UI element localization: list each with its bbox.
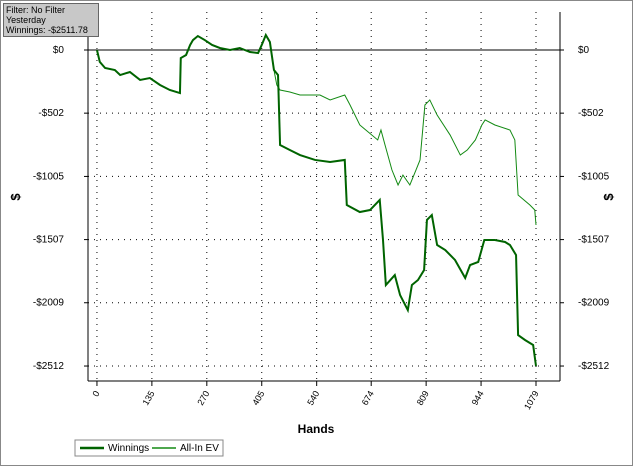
x-axis-title: Hands — [298, 422, 335, 436]
filter: Filter: No Filter — [6, 5, 66, 15]
y-tick-label: -$2009 — [33, 298, 65, 309]
y-tick-label: $0 — [53, 45, 65, 56]
y-tick-label-right: -$502 — [578, 108, 604, 119]
y-tick-label: -$502 — [38, 108, 64, 119]
y-tick-label-right: -$1005 — [578, 171, 610, 182]
y-axis-title: $ — [8, 193, 23, 201]
legend-label: All-In EV — [180, 443, 219, 454]
legend-label: Winnings — [108, 443, 149, 454]
winnings: Winnings: -$2511.78 — [6, 25, 88, 35]
legend — [74, 439, 224, 457]
y-tick-label: -$1005 — [33, 171, 65, 182]
y-tick-label-right: -$2009 — [578, 298, 610, 309]
period: Yesterday — [6, 15, 46, 25]
x-tick-label: 0 — [91, 389, 102, 398]
series-line — [95, 32, 537, 367]
y-tick-label-right: -$1507 — [578, 235, 610, 246]
y-axis-title-right: $ — [601, 193, 616, 201]
y-tick-label-right: -$2512 — [578, 361, 610, 372]
y-tick-label-right: $0 — [578, 45, 590, 56]
y-tick-label: -$1507 — [33, 235, 65, 246]
y-tick-label: -$2512 — [33, 361, 65, 372]
info-box: Filter: No Filter Yesterday Winnings: -$… — [3, 3, 99, 37]
